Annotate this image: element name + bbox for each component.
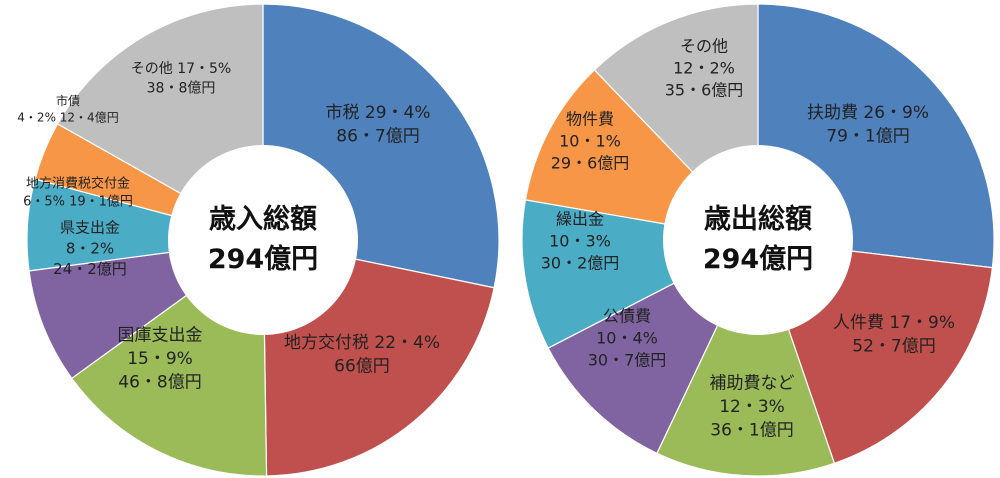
expenditure-slice-label-5: 物件費 10・1% 29・6億円 bbox=[551, 110, 630, 173]
expenditure-slice-label-0: 扶助費 26・9% 79・1億円 bbox=[807, 103, 929, 147]
expenditure-slice-label-2-line-0: 補助費など bbox=[710, 374, 795, 394]
expenditure-slice-label-4: 繰出金 10・3% 30・2億円 bbox=[541, 210, 620, 273]
expenditure-donut-hole bbox=[663, 145, 853, 335]
revenue-slice-label-1: 地方交付税 22・4% 66億円 bbox=[284, 333, 440, 377]
expenditure-slice-label-4-line-2: 30・2億円 bbox=[541, 254, 620, 273]
expenditure-slice-label-6: その他 12・2% 35・6億円 bbox=[665, 37, 744, 100]
expenditure-slice-label-5-line-0: 物件費 bbox=[566, 110, 614, 129]
expenditure-slice-label-1: 人件費 17・9% 52・7億円 bbox=[833, 313, 955, 357]
revenue-slice-label-3-line-1: 8・2% bbox=[66, 239, 114, 257]
expenditure-slice-label-0-line-1: 79・1億円 bbox=[826, 127, 909, 147]
expenditure-slice-label-2: 補助費など 12・3% 36・1億円 bbox=[710, 374, 795, 441]
revenue-slice-label-1-line-0: 地方交付税 22・4% bbox=[284, 333, 440, 353]
revenue-slice-label-2-line-2: 46・8億円 bbox=[118, 372, 201, 392]
revenue-slice-label-6-line-0: その他 17・5% bbox=[131, 61, 231, 77]
revenue-slice-label-3-line-2: 24・2億円 bbox=[53, 260, 127, 278]
expenditure-slice-label-2-line-2: 36・1億円 bbox=[710, 420, 793, 440]
expenditure-center-title: 歳出総額 bbox=[704, 203, 812, 235]
expenditure-slice-label-4-line-1: 10・3% bbox=[549, 232, 611, 251]
revenue-slice-label-4-line-0: 地方消費税交付金 bbox=[26, 176, 130, 192]
revenue-slice-label-4: 地方消費税交付金 6・5% 19・1億円 bbox=[23, 176, 133, 210]
revenue-slice-label-6: その他 17・5% 38・8億円 bbox=[131, 61, 231, 96]
expenditure-slice-label-3-line-0: 公債費 bbox=[603, 307, 651, 326]
expenditure-slice-label-5-line-2: 29・6億円 bbox=[551, 154, 630, 173]
expenditure-slice-2 bbox=[656, 238, 836, 477]
expenditure-slice-label-3-line-1: 10・4% bbox=[596, 329, 658, 348]
expenditure-slice-label-3-line-2: 30・7億円 bbox=[588, 351, 667, 370]
revenue-slice-label-0-line-1: 86・7億円 bbox=[336, 127, 419, 147]
expenditure-slice-label-2-line-1: 12・3% bbox=[719, 397, 785, 417]
revenue-slice-label-2: 国庫支出金 15・9% 46・8億円 bbox=[118, 326, 203, 393]
revenue-slice-label-3: 県支出金 8・2% 24・2億円 bbox=[53, 219, 127, 278]
expenditure-slice-label-0-line-0: 扶助費 26・9% bbox=[807, 103, 929, 123]
expenditure-center-value: 294億円 bbox=[703, 244, 813, 275]
revenue-donut-hole bbox=[168, 145, 358, 335]
expenditure-slice-label-1-line-1: 52・7億円 bbox=[852, 337, 935, 357]
revenue-slice-label-0: 市税 29・4% 86・7億円 bbox=[325, 103, 430, 147]
expenditure-slice-label-6-line-2: 35・6億円 bbox=[665, 81, 744, 100]
revenue-slice-label-4-line-1: 6・5% 19・1億円 bbox=[23, 194, 133, 210]
expenditure-slice-label-4-line-0: 繰出金 bbox=[556, 210, 604, 229]
expenditure-slice-label-6-line-0: その他 bbox=[680, 37, 728, 56]
revenue-center-title: 歳入総額 bbox=[209, 203, 317, 235]
revenue-center-value: 294億円 bbox=[208, 244, 318, 275]
expenditure-slice-label-6-line-1: 12・2% bbox=[673, 59, 735, 78]
revenue-slice-label-5: 市債 4・2% 12・4億円 bbox=[17, 93, 118, 125]
revenue-slice-label-0-line-0: 市税 29・4% bbox=[325, 103, 430, 123]
revenue-slice-label-5-line-1: 4・2% 12・4億円 bbox=[17, 111, 118, 125]
revenue-slice-label-3-line-0: 県支出金 bbox=[60, 219, 120, 237]
revenue-slice-label-6-line-1: 38・8億円 bbox=[147, 81, 216, 97]
revenue-slice-label-1-line-1: 66億円 bbox=[334, 357, 390, 377]
revenue-slice-label-2-line-1: 15・9% bbox=[127, 349, 193, 369]
expenditure-slice-label-5-line-1: 10・1% bbox=[559, 132, 621, 151]
revenue-slice-label-2-line-0: 国庫支出金 bbox=[118, 326, 203, 346]
expenditure-slice-label-1-line-0: 人件費 17・9% bbox=[833, 313, 955, 333]
expenditure-slice-label-3: 公債費 10・4% 30・7億円 bbox=[588, 307, 667, 370]
revenue-slice-label-5-line-0: 市債 bbox=[56, 93, 80, 108]
